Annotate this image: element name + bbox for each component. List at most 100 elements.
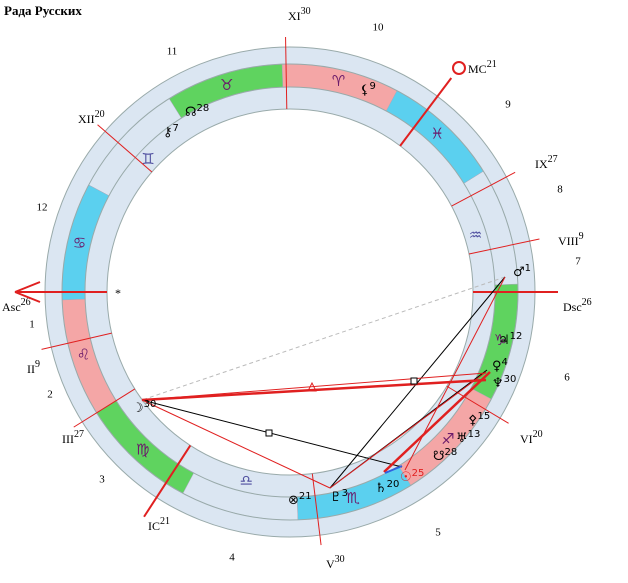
aspect-line — [404, 276, 506, 471]
sign-glyph: ♏ — [346, 489, 360, 507]
cusp-name: XII — [78, 112, 95, 126]
cusp-degree: 9 — [35, 359, 40, 370]
planet-degree: 28 — [197, 103, 210, 114]
planet: ♂1 — [513, 263, 531, 280]
planet-glyph: ♀ — [492, 359, 502, 374]
house-number: 8 — [557, 184, 563, 196]
planet-degree: 9 — [370, 81, 376, 92]
cusp-label: XI30 — [288, 6, 311, 22]
cusp-name: Asc — [2, 300, 21, 314]
planet-degree: 30 — [504, 374, 517, 385]
cusp-name: II — [27, 362, 35, 376]
planet-glyph: ⚷ — [163, 125, 173, 140]
cusp-degree: 30 — [335, 554, 345, 565]
cusp-label: VIII9 — [558, 231, 584, 247]
planet-glyph: ☽ — [132, 401, 144, 416]
planet: ☋28 — [433, 447, 457, 464]
cusp-name: MC — [468, 62, 487, 76]
cusp-line — [285, 37, 288, 110]
aspect-line — [141, 399, 331, 489]
aspect-line — [384, 465, 403, 474]
cusp-degree: 26 — [582, 297, 592, 308]
planet: ⚷7 — [163, 123, 179, 140]
planet: ♄20 — [375, 479, 399, 496]
cusp-degree: 21 — [487, 59, 497, 70]
inner-circle — [106, 108, 474, 476]
cusp-label: III27 — [62, 429, 84, 445]
planet-degree: 13 — [468, 429, 481, 440]
sign-glyph: ♒ — [469, 226, 482, 244]
aspect-line — [329, 371, 487, 489]
planet-glyph: ⚸ — [360, 83, 370, 98]
planet-glyph: ♅ — [456, 431, 468, 446]
cusp-label: II9 — [27, 359, 40, 375]
planet-degree: 12 — [510, 331, 523, 342]
cusp-line — [468, 238, 540, 255]
aspect-square — [410, 377, 418, 385]
sign-glyph: ♐ — [441, 430, 454, 448]
aspect-square — [265, 429, 273, 437]
planet: ⚸9 — [360, 81, 376, 98]
wheel — [44, 46, 536, 538]
cusp-name: IC — [148, 519, 160, 533]
sign-glyph: ♑ — [494, 331, 507, 349]
sign-glyph: ♍ — [136, 440, 149, 458]
planet-glyph: ⚴ — [468, 413, 478, 428]
planet-degree: 3 — [342, 488, 348, 499]
sign-glyph: ♉ — [220, 76, 233, 94]
planet-degree: 1 — [525, 263, 531, 274]
cusp-name: IX — [535, 157, 548, 171]
house-number: 5 — [435, 527, 441, 539]
house-number: 1 — [29, 319, 35, 331]
cusp-name: XI — [288, 9, 301, 23]
cusp-label: IX27 — [535, 154, 558, 170]
planet-degree: 21 — [299, 491, 312, 502]
planet: ♀4 — [492, 357, 508, 374]
cusp-name: Dsc — [563, 300, 582, 314]
planet: ♇3 — [330, 488, 348, 505]
cusp-line — [311, 473, 322, 546]
cusp-name: III — [62, 432, 74, 446]
planet-glyph: ♃ — [498, 333, 510, 348]
planet-glyph: ♂ — [513, 265, 525, 280]
planet-glyph: ♆ — [492, 376, 504, 391]
aspect-line — [383, 371, 491, 473]
cusp-label: Dsc26 — [563, 297, 592, 313]
cusp-label: XII20 — [78, 109, 105, 125]
planet-glyph: ♇ — [330, 490, 342, 505]
sign-glyph: ♌ — [77, 346, 90, 364]
cusp-degree: 26 — [21, 297, 31, 308]
planet: ♃12 — [498, 331, 522, 348]
cusp-line — [451, 171, 516, 207]
planet: ⚴15 — [468, 411, 490, 428]
cusp-label: Asc26 — [2, 297, 31, 313]
planet-degree: 28 — [445, 447, 458, 458]
cusp-label: IC21 — [148, 516, 170, 532]
house-number: 10 — [373, 22, 385, 34]
mc-marker — [452, 61, 466, 75]
cusp-degree: 20 — [533, 429, 543, 440]
planet-glyph: ♄ — [375, 481, 387, 496]
planet: ☉25 — [400, 468, 424, 485]
house-number: 11 — [167, 46, 178, 58]
planet: ⊗21 — [288, 491, 312, 508]
planet-degree: 30 — [144, 399, 157, 410]
sign-glyph: ♓ — [431, 125, 444, 143]
cusp-degree: 27 — [548, 154, 558, 165]
planet-glyph: ⊗ — [288, 493, 299, 508]
planet-glyph: ☊ — [185, 105, 197, 120]
planet: ☽30 — [132, 399, 156, 416]
title: Рада Русских — [4, 3, 82, 18]
house-number: 12 — [37, 202, 48, 214]
sign-glyph: ♈ — [332, 72, 345, 90]
cusp-label: V30 — [326, 554, 345, 570]
house-number: 4 — [229, 552, 235, 564]
aspect-line — [141, 276, 506, 401]
cusp-line — [399, 77, 453, 147]
cusp-degree: 9 — [579, 231, 584, 242]
cusp-line — [41, 332, 112, 350]
cusp-label: MC21 — [468, 59, 497, 75]
cusp-degree: 20 — [95, 109, 105, 120]
